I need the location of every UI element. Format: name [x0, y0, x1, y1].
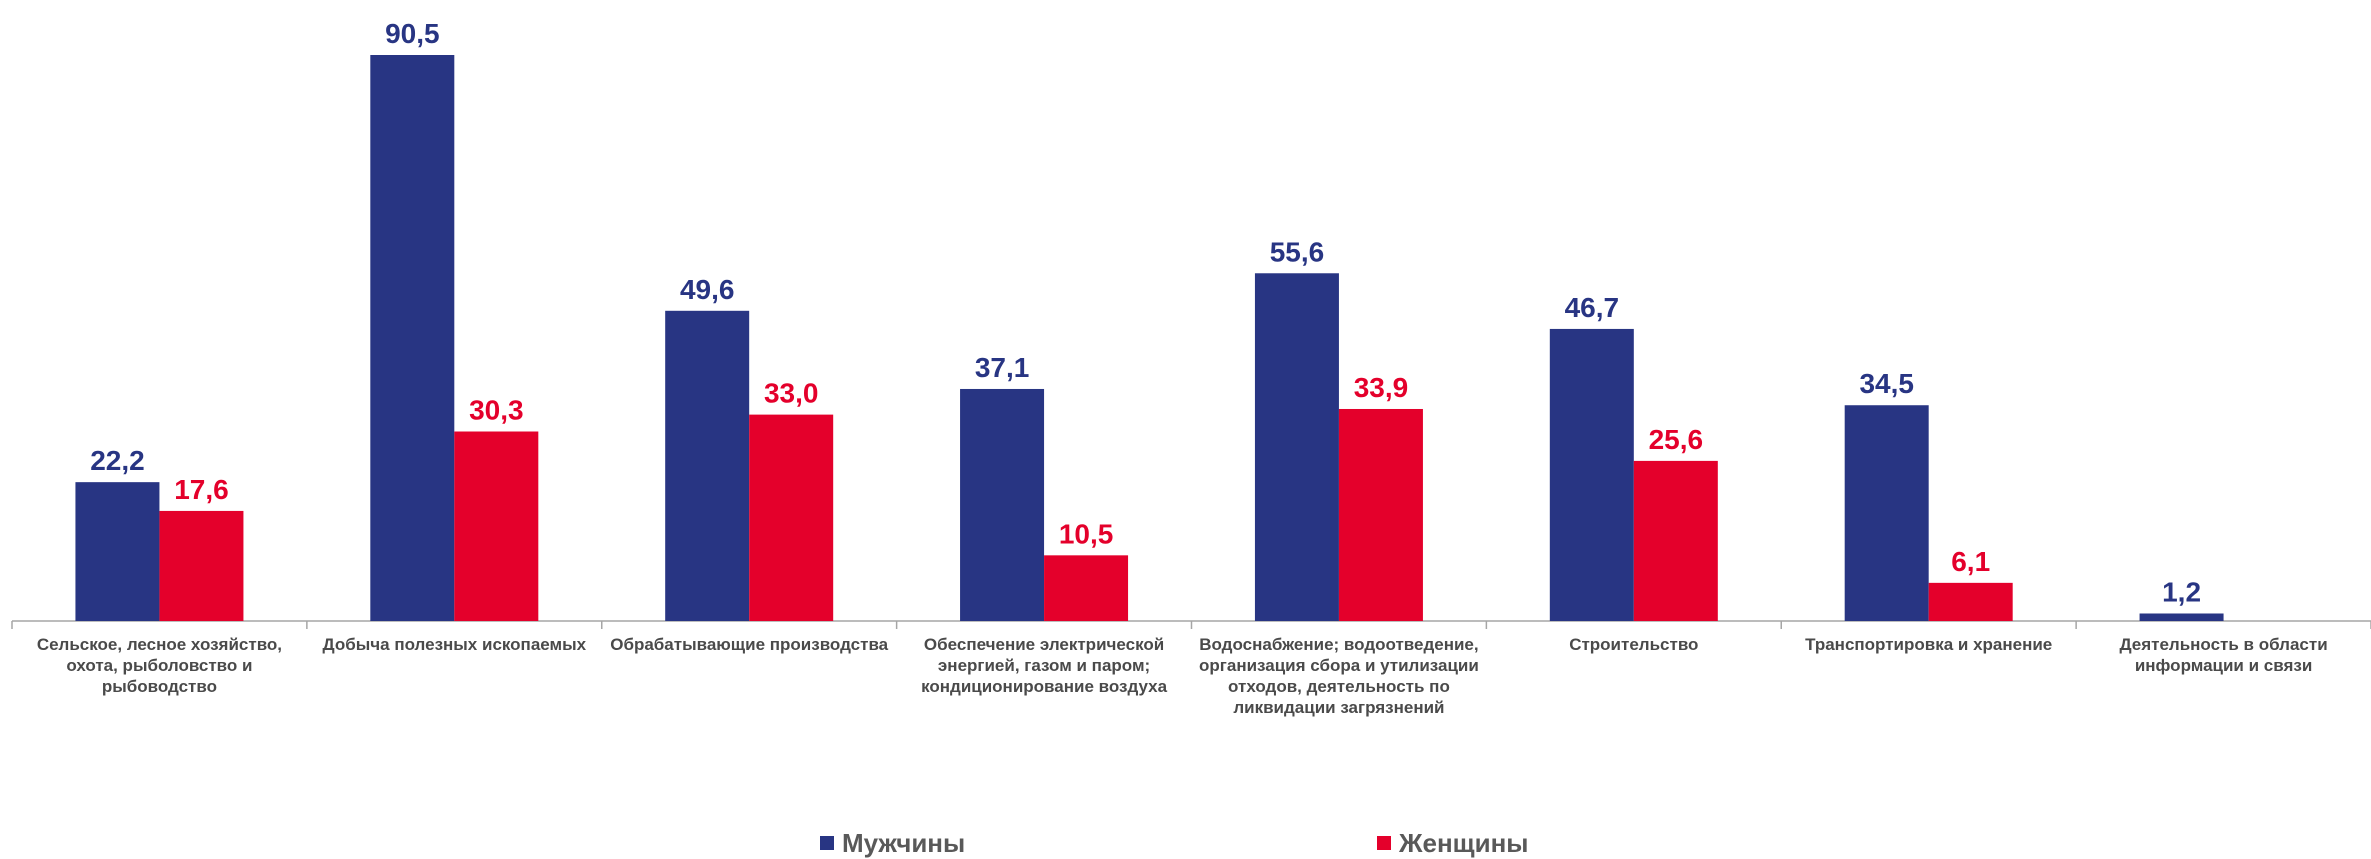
category-label-1: Добыча полезных ископаемых [322, 635, 587, 654]
category-label-6: Транспортировка и хранение [1805, 635, 2053, 654]
legend-swatch [1377, 836, 1391, 850]
data-label-men-7: 1,2 [2162, 576, 2201, 607]
category-label-5: Строительство [1569, 635, 1699, 654]
bar-women-2 [749, 414, 834, 621]
data-label-men-0: 22,2 [90, 445, 145, 476]
bar-men-7 [2139, 613, 2224, 621]
category-label-4: Водоснабжение; водоотведение, организаци… [1199, 635, 1479, 717]
data-label-men-3: 37,1 [975, 352, 1030, 383]
data-label-women-3: 10,5 [1059, 518, 1114, 549]
data-label-women-4: 33,9 [1354, 372, 1409, 403]
bar-men-6 [1844, 405, 1929, 621]
legend-label: Мужчины [842, 827, 966, 858]
bar-men-3 [960, 388, 1045, 621]
category-label-0: Сельское, лесное хозяйство, охота, рыбол… [36, 635, 283, 696]
bar-men-1 [370, 55, 455, 621]
data-label-women-0: 17,6 [174, 474, 229, 505]
bar-men-4 [1254, 273, 1339, 621]
legend-swatch [820, 836, 834, 850]
bar-men-5 [1549, 328, 1634, 621]
data-label-women-1: 30,3 [469, 394, 524, 425]
category-label-2: Обрабатывающие производства [610, 635, 889, 654]
data-label-men-1: 90,5 [385, 18, 440, 49]
category-label-7: Деятельность в области информации и связ… [2119, 635, 2328, 675]
legend-item-men: Мужчины [820, 828, 965, 858]
legend-label: Женщины [1399, 827, 1529, 858]
bar-women-4 [1338, 408, 1423, 621]
bar-women-3 [1044, 555, 1129, 621]
data-label-men-6: 34,5 [1859, 368, 1914, 399]
bar-women-1 [454, 431, 539, 621]
data-label-women-6: 6,1 [1951, 546, 1990, 577]
data-label-men-4: 55,6 [1270, 236, 1325, 267]
bar-men-0 [75, 482, 160, 621]
data-label-men-2: 49,6 [680, 274, 735, 305]
bar-men-2 [665, 310, 750, 621]
bar-women-0 [159, 510, 244, 621]
bar-women-6 [1928, 582, 2013, 621]
legend-item-women: Женщины [1377, 828, 1529, 858]
category-label-3: Обеспечение электрической энергией, газо… [921, 635, 1168, 696]
data-label-men-5: 46,7 [1565, 292, 1620, 323]
data-label-women-2: 33,0 [764, 378, 819, 409]
bar-women-5 [1633, 460, 1718, 621]
data-label-women-5: 25,6 [1649, 424, 1704, 455]
